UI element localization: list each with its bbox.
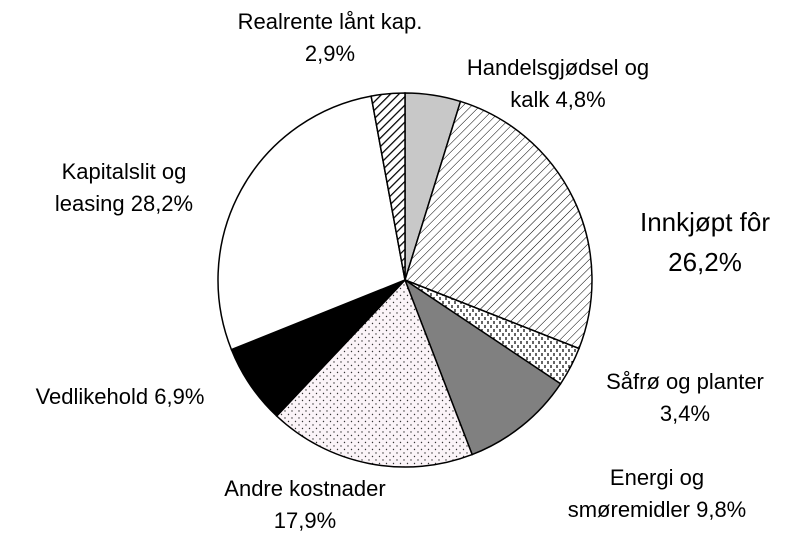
value-label: 6,9% xyxy=(154,384,205,409)
category-label: Innkjøpt fôr xyxy=(639,207,771,237)
category-label: Energi og smøremidler xyxy=(567,465,705,522)
category-label: Andre kostnader xyxy=(224,476,386,501)
slice-label: Andre kostnader 17,9% xyxy=(215,473,395,534)
category-label: Kapitalslit og leasing xyxy=(54,159,187,216)
pie-slice xyxy=(370,92,406,281)
category-label: Vedlikehold xyxy=(35,384,149,409)
slice-label: Realrente lånt kap. 2,9% xyxy=(222,6,438,70)
value-label: 28,2% xyxy=(130,191,194,216)
value-label: 9,8% xyxy=(696,497,747,522)
slice-label: Kapitalslit og leasing 28,2% xyxy=(34,156,214,220)
category-label: Såfrø og planter xyxy=(606,369,764,394)
slice-label: Vedlikehold 6,9% xyxy=(0,381,240,413)
value-label: 3,4% xyxy=(659,401,711,426)
pie-slice xyxy=(404,100,593,350)
value-label: 17,9% xyxy=(273,508,337,533)
value-label: 4,8% xyxy=(555,87,606,112)
slice-label: Innkjøpt fôr 26,2% xyxy=(625,202,785,282)
category-label: Realrente lånt kap. xyxy=(237,9,423,34)
pie-slice xyxy=(403,278,562,456)
pie-slice xyxy=(275,278,474,468)
value-label: 2,9% xyxy=(304,41,356,66)
slice-label: Såfrø og planter 3,4% xyxy=(590,366,780,430)
category-label: Handelsgjødsel og kalk xyxy=(466,55,650,112)
value-label: 26,2% xyxy=(668,247,742,277)
pie-slice xyxy=(217,95,406,351)
slice-label: Energi og smøremidler 9,8% xyxy=(567,462,747,526)
slice-label: Handelsgjødsel og kalk 4,8% xyxy=(458,52,658,116)
